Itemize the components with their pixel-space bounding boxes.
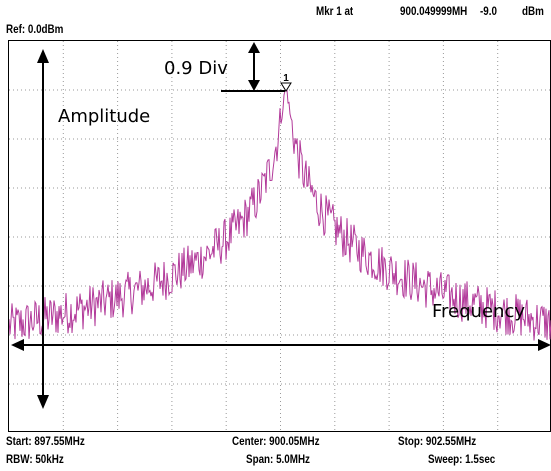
start-frequency: Start: 897.55MHz [6,434,85,448]
frequency-annotation: Frequency [432,301,525,322]
sweep-time: Sweep: 1.5sec [428,452,496,466]
marker-unit: dBm [522,4,544,18]
marker-label: Mkr 1 at [316,4,354,18]
amplitude-arrow-down-head [37,395,49,409]
center-frequency: Center: 900.05MHz [232,434,320,448]
division-arrow-up-head [248,42,260,53]
stop-frequency: Stop: 902.55MHz [398,434,477,448]
marker-number: 1 [283,73,289,84]
frequency-arrow-right-head [538,339,551,351]
division-annotation: 0.9 Div [164,58,228,79]
marker-level-readout: -9.0 [480,4,497,18]
graticule [9,41,551,433]
amplitude-arrow-up-head [37,49,49,63]
spectrum-plot: 1 [9,41,551,433]
marker-frequency-readout: 900.049999MH [400,4,468,18]
resolution-bandwidth: RBW: 50kHz [6,452,64,466]
amplitude-annotation: Amplitude [58,106,151,127]
frequency-arrow-left-head [11,339,24,351]
marker-triangle [280,82,292,92]
division-arrow-down-head [248,80,260,91]
ref-level-readout: Ref: 0.0dBm [6,22,64,36]
spectrum-display[interactable]: 1 [8,40,551,433]
spectrum-trace [9,85,551,341]
frequency-span: Span: 5.0MHz [246,452,310,466]
